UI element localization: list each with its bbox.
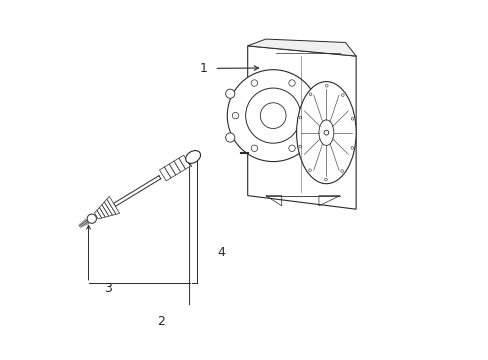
Ellipse shape — [185, 150, 200, 163]
Text: 4: 4 — [217, 246, 225, 259]
Polygon shape — [247, 46, 355, 209]
Polygon shape — [169, 161, 181, 175]
Circle shape — [87, 214, 96, 223]
Ellipse shape — [318, 120, 333, 145]
Polygon shape — [99, 204, 109, 217]
Text: 2: 2 — [157, 315, 165, 328]
Polygon shape — [102, 202, 112, 216]
Polygon shape — [247, 39, 355, 56]
Circle shape — [225, 89, 234, 98]
Circle shape — [311, 133, 320, 142]
Polygon shape — [97, 207, 105, 218]
Text: 1: 1 — [199, 62, 207, 75]
Circle shape — [227, 70, 319, 162]
Text: 3: 3 — [104, 282, 112, 294]
Ellipse shape — [296, 82, 355, 184]
Polygon shape — [104, 199, 116, 215]
Polygon shape — [107, 197, 120, 214]
Polygon shape — [94, 210, 102, 219]
Polygon shape — [179, 155, 190, 169]
Polygon shape — [174, 158, 185, 172]
Polygon shape — [159, 167, 171, 181]
Circle shape — [311, 89, 320, 98]
Polygon shape — [164, 164, 176, 178]
Circle shape — [225, 133, 234, 142]
Circle shape — [245, 88, 300, 143]
